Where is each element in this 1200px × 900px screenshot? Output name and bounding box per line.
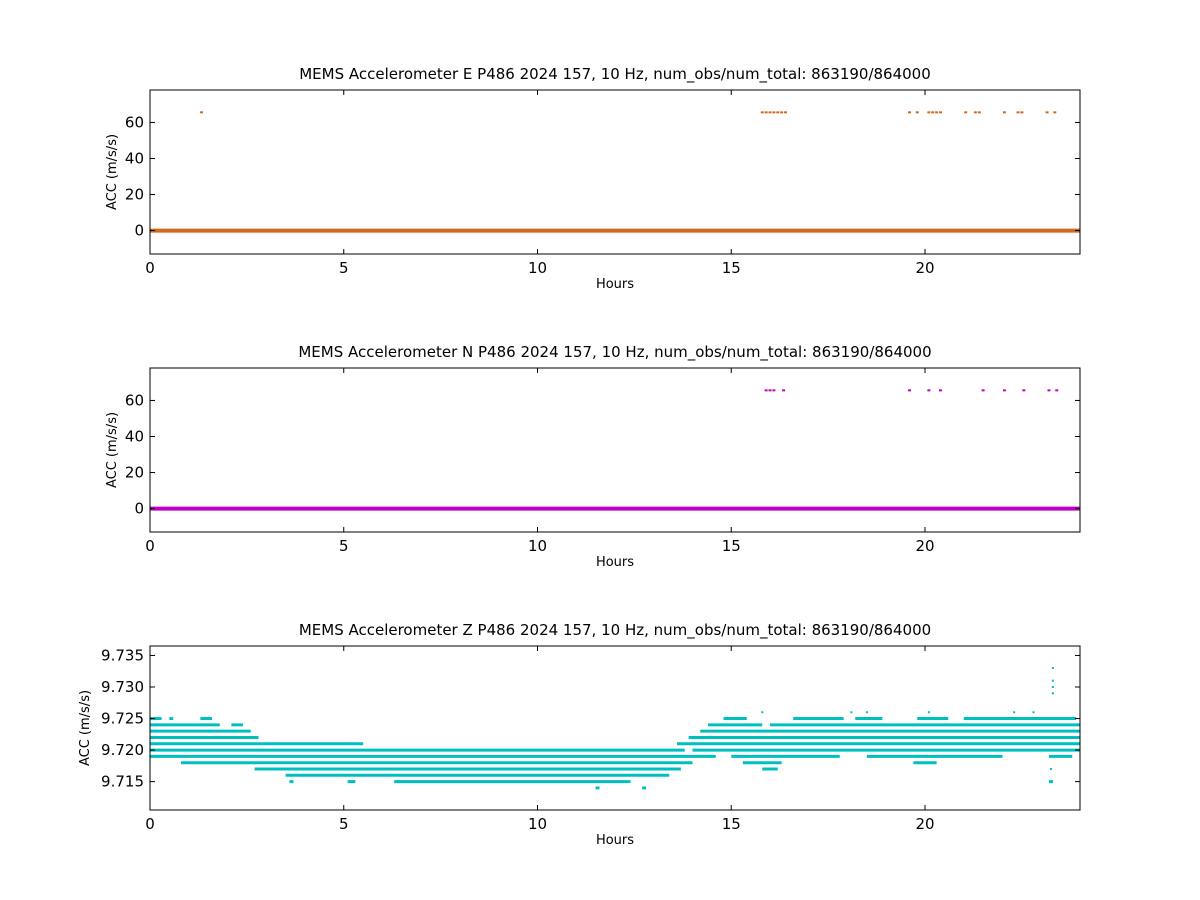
panel-z-xticks: 0 5 10 15 20: [145, 646, 935, 833]
panel-z-outlier-point: [1051, 692, 1054, 695]
panel-e-outlier-point: [768, 111, 772, 114]
panel-e-ylabel: ACC (m/s/s): [105, 134, 120, 210]
panel-n-outlier-point: [1055, 389, 1059, 392]
panel-z-axes-frame: [149, 645, 1081, 811]
panel-z-xlabel: Hours: [596, 833, 634, 848]
panel-z-xtick-label: 0: [145, 815, 155, 833]
panel-n-outlier-point: [908, 389, 911, 392]
panel-e-xticks: 0 5 10 15 20: [145, 90, 935, 277]
panel-z-ytick-label: 9.715: [101, 773, 144, 791]
panel-e-title: MEMS Accelerometer E P486 2024 157, 10 H…: [299, 65, 931, 84]
panel-n-outlier-point: [782, 389, 786, 392]
panel-n-xtick-label: 15: [722, 537, 741, 555]
panel-e-xlabel: Hours: [596, 277, 634, 292]
panel-e-outlier-point: [764, 111, 768, 114]
panel-z-outlier-point: [1051, 679, 1054, 682]
panel-n-xticks: 0 5 10 15 20: [145, 368, 935, 555]
panel-n-xtick-label: 20: [915, 537, 934, 555]
panel-z-outlier-point: [1013, 711, 1016, 714]
panel-e-ytick-label: 40: [125, 149, 144, 167]
panel-e-xtick-label: 20: [915, 259, 934, 277]
panel-z-marks: [150, 667, 1080, 790]
panel-n-ytick-label: 40: [125, 427, 144, 445]
panel-n-outlier-point: [1022, 389, 1026, 392]
panel-e-xtick-label: 0: [145, 259, 155, 277]
panel-e-outlier-point: [784, 111, 787, 114]
panel-e: MEMS Accelerometer E P486 2024 157, 10 H…: [105, 65, 1081, 292]
panel-e-axes-frame: [149, 89, 1081, 255]
panel-e-outlier-point: [931, 111, 935, 114]
panel-e-outlier-point: [1045, 111, 1049, 114]
panel-z-title: MEMS Accelerometer Z P486 2024 157, 10 H…: [299, 621, 931, 640]
panel-e-outlier-point: [939, 111, 942, 114]
panel-z-xtick-label: 15: [722, 815, 741, 833]
panel-n-yticks: 0 20 40 60: [125, 391, 1080, 518]
panel-n-ytick-label: 0: [134, 500, 144, 518]
panel-e-xtick-label: 5: [339, 259, 349, 277]
panel-e-outlier-point: [1053, 111, 1057, 114]
panel-e-outlier-point: [964, 111, 968, 114]
panel-e-xtick-label: 10: [528, 259, 547, 277]
panel-n-xlabel: Hours: [596, 555, 634, 570]
panel-z-outlier-point: [1051, 667, 1054, 670]
panel-z: MEMS Accelerometer Z P486 2024 157, 10 H…: [78, 621, 1081, 848]
panel-n-outlier-point: [939, 389, 942, 392]
panel-n-outlier-point: [764, 389, 768, 392]
panel-z-yticks: 9.715 9.720 9.725 9.730 9.735: [101, 646, 1080, 791]
panel-n-outlier-point: [772, 389, 776, 392]
panel-e-outlier-point: [776, 111, 780, 114]
panel-z-outlier-point: [1032, 711, 1035, 714]
panel-z-outlier-point: [1051, 686, 1054, 688]
panel-e-outlier-point: [760, 111, 764, 114]
panel-n-ytick-label: 60: [125, 391, 144, 409]
panel-e-outlier-point: [772, 111, 776, 114]
panel-n-xtick-label: 10: [528, 537, 547, 555]
panel-e-outlier-point: [927, 111, 931, 114]
panel-e-outlier-point: [908, 111, 911, 114]
panel-z-outlier-point: [865, 711, 868, 714]
panel-e-ytick-label: 0: [134, 222, 144, 240]
panel-z-ytick-label: 9.725: [101, 710, 144, 728]
panel-n-marks: [150, 389, 1080, 511]
panel-e-outlier-point: [1002, 111, 1006, 114]
panel-e-outlier-point: [977, 111, 981, 114]
panel-z-outlier-point: [1049, 768, 1052, 770]
panel-e-outlier-point: [200, 111, 204, 114]
panel-z-ytick-label: 9.735: [101, 646, 144, 664]
panel-z-outlier-point: [761, 711, 764, 714]
panel-n-outlier-point: [1002, 389, 1006, 392]
panel-e-yticks: 0 20 40 60: [125, 113, 1080, 240]
panel-n-ytick-label: 20: [125, 464, 144, 482]
panel-e-ytick-label: 60: [125, 113, 144, 131]
panel-n: MEMS Accelerometer N P486 2024 157, 10 H…: [105, 343, 1081, 570]
panel-z-outlier-point: [850, 711, 853, 714]
panel-e-outlier-point: [935, 111, 939, 114]
panel-z-outlier-point: [927, 711, 930, 714]
panel-n-ylabel: ACC (m/s/s): [105, 412, 120, 488]
panel-z-ytick-label: 9.730: [101, 678, 144, 696]
panel-e-outlier-point: [915, 111, 919, 114]
panel-e-marks: [150, 111, 1080, 233]
panel-e-outlier-point: [1016, 111, 1020, 114]
panel-e-outlier-point: [1020, 111, 1024, 114]
panel-z-xtick-label: 20: [915, 815, 934, 833]
panel-e-outlier-point: [780, 111, 784, 114]
panel-e-xtick-label: 15: [722, 259, 741, 277]
panel-e-outlier-point: [973, 111, 977, 114]
panel-n-xtick-label: 5: [339, 537, 349, 555]
panel-n-axes-frame: [149, 367, 1081, 533]
panel-n-title: MEMS Accelerometer N P486 2024 157, 10 H…: [298, 343, 931, 362]
panel-n-outlier-point: [1047, 389, 1051, 392]
panel-z-ylabel: ACC (m/s/s): [78, 690, 93, 766]
panel-n-outlier-point: [927, 389, 931, 392]
panel-z-xtick-label: 5: [339, 815, 349, 833]
panel-n-outlier-point: [768, 389, 772, 392]
panel-n-outlier-point: [981, 389, 985, 392]
panel-n-xtick-label: 0: [145, 537, 155, 555]
panel-e-ytick-label: 20: [125, 186, 144, 204]
panel-z-ytick-label: 9.720: [101, 741, 144, 759]
panel-z-xtick-label: 10: [528, 815, 547, 833]
